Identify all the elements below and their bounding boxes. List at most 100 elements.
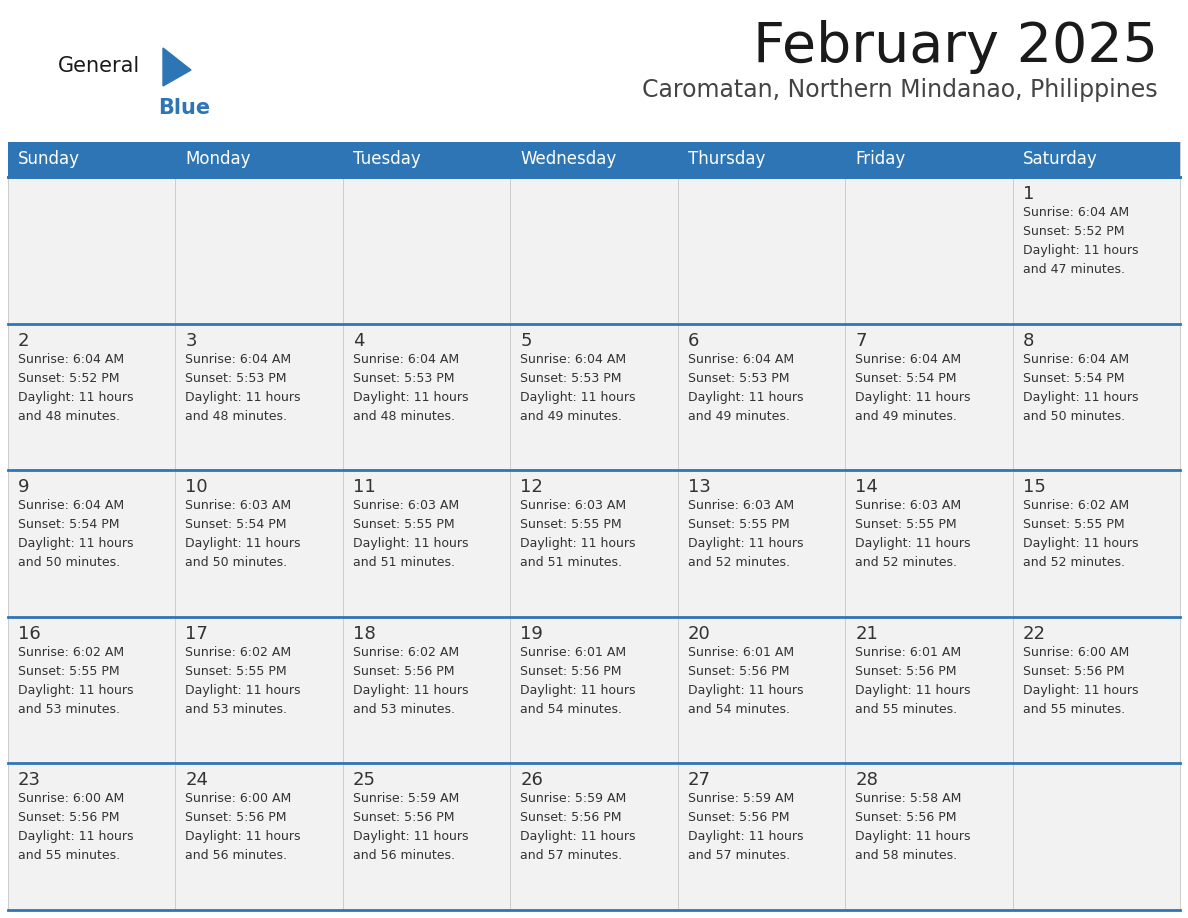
Text: Daylight: 11 hours: Daylight: 11 hours [185, 831, 301, 844]
Text: Sunrise: 6:03 AM: Sunrise: 6:03 AM [855, 499, 961, 512]
Text: and 48 minutes.: and 48 minutes. [18, 409, 120, 422]
Text: Daylight: 11 hours: Daylight: 11 hours [353, 537, 468, 550]
Text: Daylight: 11 hours: Daylight: 11 hours [520, 831, 636, 844]
Text: Sunset: 5:54 PM: Sunset: 5:54 PM [1023, 372, 1124, 385]
Text: Sunrise: 6:03 AM: Sunrise: 6:03 AM [520, 499, 626, 512]
Text: and 53 minutes.: and 53 minutes. [185, 703, 287, 716]
Text: February 2025: February 2025 [753, 20, 1158, 74]
Text: 1: 1 [1023, 185, 1034, 203]
Text: 26: 26 [520, 771, 543, 789]
Text: Sunrise: 6:00 AM: Sunrise: 6:00 AM [1023, 645, 1129, 659]
Text: Sunrise: 6:04 AM: Sunrise: 6:04 AM [18, 499, 124, 512]
Text: Daylight: 11 hours: Daylight: 11 hours [1023, 244, 1138, 257]
Bar [343, 764, 511, 910]
Text: 2: 2 [18, 331, 30, 350]
Text: Daylight: 11 hours: Daylight: 11 hours [1023, 537, 1138, 550]
Text: Sunrise: 6:04 AM: Sunrise: 6:04 AM [1023, 353, 1129, 365]
Text: Sunset: 5:56 PM: Sunset: 5:56 PM [18, 812, 120, 824]
Text: 24: 24 [185, 771, 208, 789]
Text: Sunset: 5:52 PM: Sunset: 5:52 PM [1023, 225, 1124, 238]
Text: and 55 minutes.: and 55 minutes. [18, 849, 120, 862]
Text: Caromatan, Northern Mindanao, Philippines: Caromatan, Northern Mindanao, Philippine… [643, 78, 1158, 102]
Bar [1012, 470, 1180, 617]
Text: Daylight: 11 hours: Daylight: 11 hours [18, 831, 133, 844]
Text: 18: 18 [353, 625, 375, 643]
Bar [176, 142, 343, 177]
Text: Sunrise: 5:59 AM: Sunrise: 5:59 AM [688, 792, 794, 805]
Text: and 52 minutes.: and 52 minutes. [688, 556, 790, 569]
Text: Sunset: 5:56 PM: Sunset: 5:56 PM [855, 812, 956, 824]
Bar [8, 470, 176, 617]
Bar [511, 470, 677, 617]
Text: Daylight: 11 hours: Daylight: 11 hours [688, 537, 803, 550]
Text: Daylight: 11 hours: Daylight: 11 hours [855, 537, 971, 550]
Text: Sunset: 5:56 PM: Sunset: 5:56 PM [185, 812, 287, 824]
Text: Daylight: 11 hours: Daylight: 11 hours [185, 684, 301, 697]
Text: Sunrise: 6:02 AM: Sunrise: 6:02 AM [18, 645, 124, 659]
Text: Sunrise: 5:59 AM: Sunrise: 5:59 AM [353, 792, 459, 805]
Text: Sunrise: 6:02 AM: Sunrise: 6:02 AM [1023, 499, 1129, 512]
Text: Sunrise: 6:00 AM: Sunrise: 6:00 AM [18, 792, 125, 805]
Text: Sunset: 5:55 PM: Sunset: 5:55 PM [1023, 518, 1124, 532]
Polygon shape [163, 48, 191, 86]
Text: and 56 minutes.: and 56 minutes. [185, 849, 287, 862]
Text: and 55 minutes.: and 55 minutes. [855, 703, 958, 716]
Bar [511, 617, 677, 764]
Bar [845, 324, 1012, 470]
Text: and 48 minutes.: and 48 minutes. [353, 409, 455, 422]
Text: Sunset: 5:55 PM: Sunset: 5:55 PM [688, 518, 789, 532]
Text: Sunset: 5:56 PM: Sunset: 5:56 PM [520, 665, 621, 677]
Text: 17: 17 [185, 625, 208, 643]
Text: Sunset: 5:53 PM: Sunset: 5:53 PM [185, 372, 287, 385]
Text: and 52 minutes.: and 52 minutes. [1023, 556, 1125, 569]
Text: and 57 minutes.: and 57 minutes. [688, 849, 790, 862]
Text: Sunrise: 6:03 AM: Sunrise: 6:03 AM [185, 499, 291, 512]
Text: Daylight: 11 hours: Daylight: 11 hours [185, 537, 301, 550]
Bar [677, 617, 845, 764]
Text: and 58 minutes.: and 58 minutes. [855, 849, 958, 862]
Bar [8, 142, 176, 177]
Bar [343, 177, 511, 324]
Bar [343, 470, 511, 617]
Text: Daylight: 11 hours: Daylight: 11 hours [520, 537, 636, 550]
Text: and 51 minutes.: and 51 minutes. [520, 556, 623, 569]
Text: Daylight: 11 hours: Daylight: 11 hours [688, 390, 803, 404]
Text: Sunset: 5:53 PM: Sunset: 5:53 PM [520, 372, 621, 385]
Text: 23: 23 [18, 771, 42, 789]
Text: 6: 6 [688, 331, 699, 350]
Text: Sunrise: 6:01 AM: Sunrise: 6:01 AM [855, 645, 961, 659]
Text: and 48 minutes.: and 48 minutes. [185, 409, 287, 422]
Text: and 50 minutes.: and 50 minutes. [18, 556, 120, 569]
Text: Sunset: 5:52 PM: Sunset: 5:52 PM [18, 372, 120, 385]
Text: 4: 4 [353, 331, 365, 350]
Text: Sunrise: 6:04 AM: Sunrise: 6:04 AM [688, 353, 794, 365]
Text: and 56 minutes.: and 56 minutes. [353, 849, 455, 862]
Text: and 57 minutes.: and 57 minutes. [520, 849, 623, 862]
Bar [8, 177, 176, 324]
Bar [845, 177, 1012, 324]
Text: and 52 minutes.: and 52 minutes. [855, 556, 958, 569]
Text: 14: 14 [855, 478, 878, 497]
Bar [8, 617, 176, 764]
Bar [176, 177, 343, 324]
Text: and 51 minutes.: and 51 minutes. [353, 556, 455, 569]
Text: Sunset: 5:56 PM: Sunset: 5:56 PM [688, 812, 789, 824]
Text: Sunrise: 6:04 AM: Sunrise: 6:04 AM [1023, 206, 1129, 219]
Text: Saturday: Saturday [1023, 151, 1098, 169]
Text: 7: 7 [855, 331, 866, 350]
Bar [176, 617, 343, 764]
Bar [677, 470, 845, 617]
Text: Sunset: 5:56 PM: Sunset: 5:56 PM [520, 812, 621, 824]
Bar [677, 177, 845, 324]
Text: and 49 minutes.: and 49 minutes. [688, 409, 790, 422]
Text: Sunset: 5:55 PM: Sunset: 5:55 PM [855, 518, 956, 532]
Text: 9: 9 [18, 478, 30, 497]
Text: 13: 13 [688, 478, 710, 497]
Bar [343, 617, 511, 764]
Text: Daylight: 11 hours: Daylight: 11 hours [688, 831, 803, 844]
Text: Sunrise: 6:03 AM: Sunrise: 6:03 AM [688, 499, 794, 512]
Bar [511, 764, 677, 910]
Bar [511, 177, 677, 324]
Bar [1012, 764, 1180, 910]
Text: Sunrise: 6:02 AM: Sunrise: 6:02 AM [353, 645, 459, 659]
